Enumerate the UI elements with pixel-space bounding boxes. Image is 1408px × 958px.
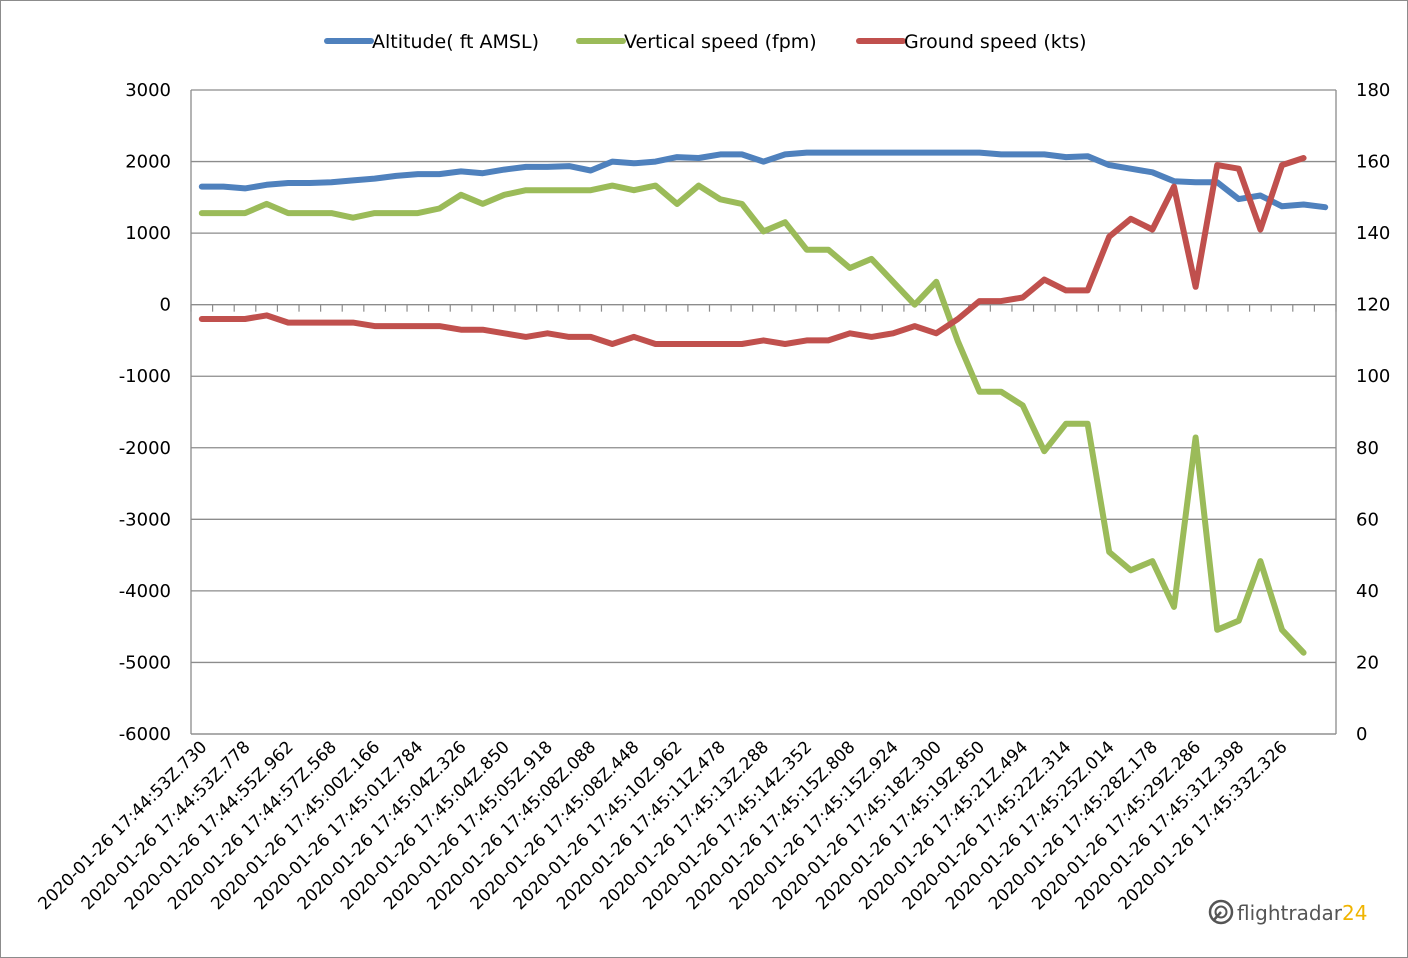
logo-radar-needle [1212, 911, 1222, 922]
y-right-tick-label: 120 [1356, 295, 1390, 316]
svg-text:flightradar24: flightradar24 [1237, 901, 1367, 925]
y-left-tick-label: 1000 [125, 223, 171, 244]
y-left-tick-label: 2000 [125, 152, 171, 173]
y-left-tick-label: 3000 [125, 80, 171, 101]
y-left-tick-label: -2000 [119, 438, 171, 459]
y-left-tick-label: -5000 [119, 652, 171, 673]
legend-label: Altitude( ft AMSL) [372, 31, 539, 53]
flightradar24-logo: flightradar24 [1208, 899, 1367, 925]
y-right-tick-label: 40 [1356, 581, 1379, 602]
y-axis-right: 180 160 140 120 100 80 60 40 20 0 [1335, 80, 1390, 745]
y-right-tick-label: 80 [1356, 438, 1379, 459]
logo-radar-icon [1208, 899, 1234, 925]
y-left-tick-label: -4000 [119, 581, 171, 602]
logo-radar-icon-inner [1214, 905, 1228, 919]
series-line-0 [198, 149, 1329, 211]
y-right-tick-label: 160 [1356, 152, 1390, 173]
y-right-tick-label: 140 [1356, 223, 1390, 244]
y-left-tick-label: -1000 [119, 366, 171, 387]
series-line-1 [198, 182, 1307, 656]
y-right-tick-label: 20 [1356, 652, 1379, 673]
y-left-tick-label: -3000 [119, 509, 171, 530]
y-right-tick-label: 60 [1356, 509, 1379, 530]
y-left-tick-label: 0 [160, 295, 171, 316]
series-line-2 [198, 155, 1307, 347]
logo-text-number: 24 [1342, 901, 1367, 925]
series-lines [198, 149, 1329, 656]
grid-lines [191, 89, 1336, 735]
legend: Altitude( ft AMSL) Vertical speed (fpm) Gr… [324, 31, 1087, 53]
y-right-tick-label: 180 [1356, 80, 1390, 101]
y-axis-left: 3000 2000 1000 0 -1000 -2000 -3000 -4000 -5000 -6… [119, 80, 192, 745]
legend-label: Vertical speed (fpm) [624, 31, 817, 53]
y-left-tick-label: -6000 [119, 724, 171, 745]
legend-label: Ground speed (kts) [904, 31, 1087, 53]
logo-text-main: flightradar [1237, 901, 1343, 925]
y-right-tick-label: 100 [1356, 366, 1390, 387]
y-right-tick-label: 0 [1356, 724, 1367, 745]
